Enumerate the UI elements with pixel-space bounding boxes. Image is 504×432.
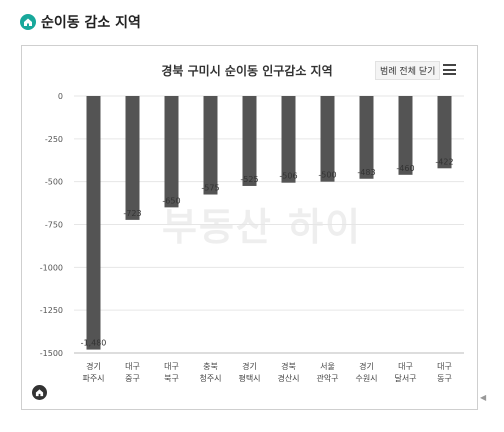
y-tick-label: -1000 bbox=[40, 263, 63, 272]
data-label: -650 bbox=[162, 196, 180, 205]
bar bbox=[359, 96, 374, 179]
bar bbox=[203, 96, 218, 195]
x-tick-label: 경북 bbox=[281, 361, 296, 371]
chart-title: 경북 구미시 순이동 인구감소 지역 bbox=[161, 63, 332, 78]
data-label: -460 bbox=[396, 164, 414, 173]
y-tick-label: -750 bbox=[45, 221, 63, 230]
x-tick-label: 충북 bbox=[203, 362, 218, 371]
x-tick-label: 경산시 bbox=[277, 373, 299, 383]
y-tick-label: -500 bbox=[45, 178, 63, 187]
x-tick-label: 대구 bbox=[437, 362, 452, 371]
x-tick-label: 동구 bbox=[437, 374, 452, 383]
data-label: -1,480 bbox=[81, 339, 107, 348]
data-label: -422 bbox=[435, 157, 453, 166]
watermark: 부동산 하이 bbox=[162, 205, 363, 249]
x-tick-label: 대구 bbox=[164, 362, 179, 371]
x-tick-label: 수원시 bbox=[355, 374, 377, 383]
y-tick-label: 0 bbox=[58, 92, 63, 101]
bar bbox=[437, 96, 452, 169]
x-tick-label: 경기 bbox=[86, 361, 101, 371]
section-title: 순이동 감소 지역 bbox=[41, 15, 141, 31]
data-label: -506 bbox=[279, 172, 297, 181]
data-label: -575 bbox=[201, 184, 219, 193]
scroll-arrow-icon: ◀ bbox=[480, 393, 487, 402]
y-tick-label: -1250 bbox=[40, 306, 63, 315]
x-tick-label: 서울 bbox=[320, 362, 335, 371]
x-tick-label: 대구 bbox=[125, 362, 140, 371]
x-tick-label: 중구 bbox=[125, 374, 140, 383]
x-tick-label: 청주시 bbox=[199, 374, 221, 383]
x-tick-label: 경기 bbox=[359, 361, 374, 371]
x-tick-label: 파주시 bbox=[82, 374, 104, 383]
data-label: -500 bbox=[318, 171, 336, 180]
data-label: -525 bbox=[240, 175, 258, 184]
hamburger-menu-icon[interactable] bbox=[443, 64, 456, 75]
bar-chart: 경북 구미시 순이동 인구감소 지역 0 -250 -500 -750 -1000 -125… bbox=[40, 63, 464, 383]
bar bbox=[125, 96, 140, 220]
bar bbox=[281, 96, 296, 183]
x-tick-label: 평택시 bbox=[238, 373, 260, 383]
bar bbox=[242, 96, 257, 186]
bar bbox=[398, 96, 413, 175]
x-tick-label: 달서구 bbox=[394, 374, 416, 383]
y-tick-label: -1500 bbox=[40, 349, 63, 358]
x-tick-label: 경기 bbox=[242, 361, 257, 371]
y-tick-label: -250 bbox=[45, 135, 63, 144]
x-tick-label: 대구 bbox=[398, 362, 413, 371]
brand-logo-icon bbox=[32, 385, 47, 400]
legend-toggle-button[interactable]: 범례 전체 닫기 bbox=[375, 61, 441, 80]
x-tick-label: 북구 bbox=[164, 374, 179, 383]
data-label: -483 bbox=[357, 168, 375, 177]
x-tick-label: 관악구 bbox=[316, 373, 338, 383]
home-icon bbox=[20, 14, 36, 30]
bar bbox=[164, 96, 179, 208]
data-label: -723 bbox=[123, 209, 141, 218]
chart-card: 부동산 하이 경북 구미시 순이동 인구감소 지역 0 -250 -500 -750 -1… bbox=[21, 45, 478, 410]
section-header: 순이동 감소 지역 bbox=[20, 10, 141, 34]
bar bbox=[320, 96, 335, 182]
bar bbox=[86, 96, 101, 350]
